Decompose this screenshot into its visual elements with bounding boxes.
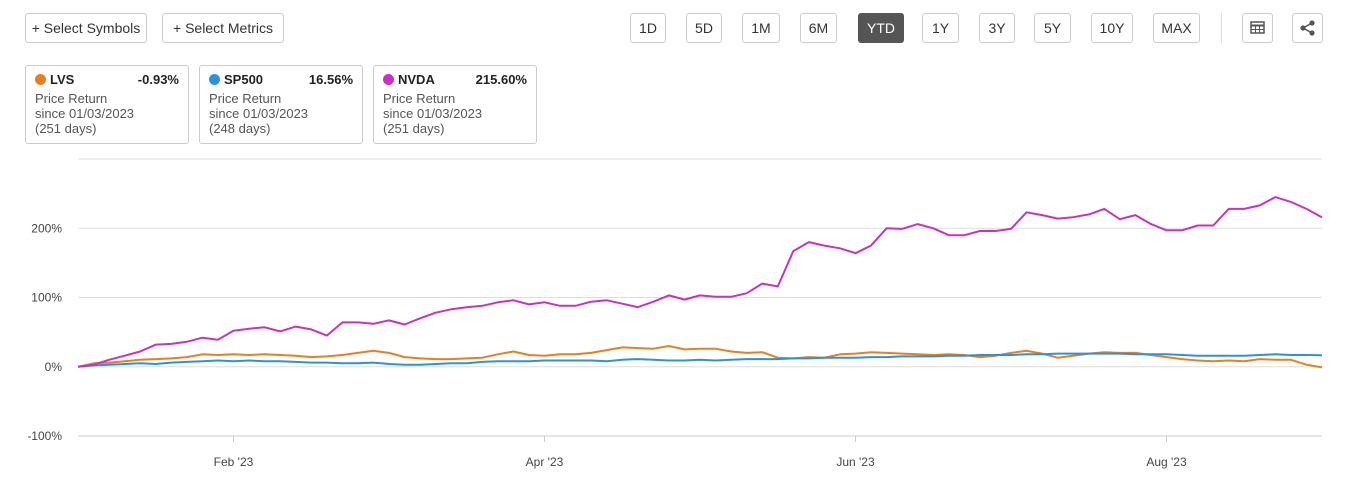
range-button[interactable]: 6M [800, 13, 837, 43]
range-button[interactable]: 5D [686, 13, 722, 43]
legend-head: SP500 16.56% [209, 72, 353, 87]
range-button[interactable]: 10Y [1091, 13, 1133, 43]
series-line [77, 196, 1323, 368]
range-button[interactable]: YTD [858, 13, 904, 43]
x-tick-label: Jun '23 [836, 455, 875, 469]
legend-return: -0.93% [137, 72, 179, 87]
legend-text: SP500 [224, 72, 264, 87]
legend-days: (251 days) [383, 121, 445, 136]
legend-dot [209, 74, 220, 85]
legend-name: LVS [35, 72, 74, 87]
x-tick-label: Aug '23 [1146, 455, 1187, 469]
legend-card: SP500 16.56% Price Return since 01/03/2023(… [199, 65, 363, 144]
series-line [77, 345, 1323, 369]
legend-text: NVDA [398, 72, 435, 87]
table-icon [1250, 21, 1265, 34]
legend-metric: Price Return [35, 91, 108, 106]
legend-card: LVS -0.93% Price Return since 01/03/2023 (25… [25, 65, 189, 144]
legend-card: NVDA 215.60% Price Return since 01/03/2023(… [373, 65, 537, 144]
legend-since: since 01/03/2023 [209, 106, 309, 121]
legend-metric: Price Return [209, 91, 282, 106]
x-tick-label: Apr '23 [526, 455, 564, 469]
legend-head: NVDA 215.60% [383, 72, 527, 87]
share-icon [1300, 20, 1315, 36]
legend-name: SP500 [209, 72, 263, 87]
range-button[interactable]: 1Y [922, 13, 959, 43]
legend-dot [35, 74, 46, 85]
range-button[interactable]: 5Y [1034, 13, 1071, 43]
range-button[interactable]: 1M [742, 13, 780, 43]
y-tick-label: 0% [45, 360, 63, 374]
y-tick-label: 200% [31, 221, 62, 235]
legend-head: LVS -0.93% [35, 72, 179, 87]
x-tick-label: Feb '23 [214, 455, 254, 469]
series-line [77, 352, 1323, 368]
select-button[interactable]: + Select Metrics [162, 13, 284, 43]
share-button[interactable] [1292, 13, 1323, 43]
range-button[interactable]: 3Y [979, 13, 1015, 43]
y-tick-label: -100% [27, 429, 62, 443]
y-tick-label: 100% [31, 291, 62, 305]
legend-days: (251 days) [35, 121, 97, 136]
table-button[interactable] [1242, 13, 1273, 43]
legend-metric: Price Return [383, 91, 456, 106]
legend-return: 16.56% [308, 72, 353, 87]
legend-return: 215.60% [475, 72, 527, 87]
legend-name: NVDA [383, 72, 435, 87]
select-button[interactable]: + Select Symbols [25, 13, 147, 43]
range-button[interactable]: MAX [1153, 13, 1200, 43]
divider [1221, 13, 1222, 43]
legend-dot [383, 74, 394, 85]
legend-days: (248 days) [209, 121, 271, 136]
legend-since: since 01/03/2023 [383, 106, 483, 121]
legend-since: since 01/03/2023 [35, 106, 135, 121]
legend-text: LVS [50, 72, 75, 87]
range-button[interactable]: 1D [630, 13, 666, 43]
